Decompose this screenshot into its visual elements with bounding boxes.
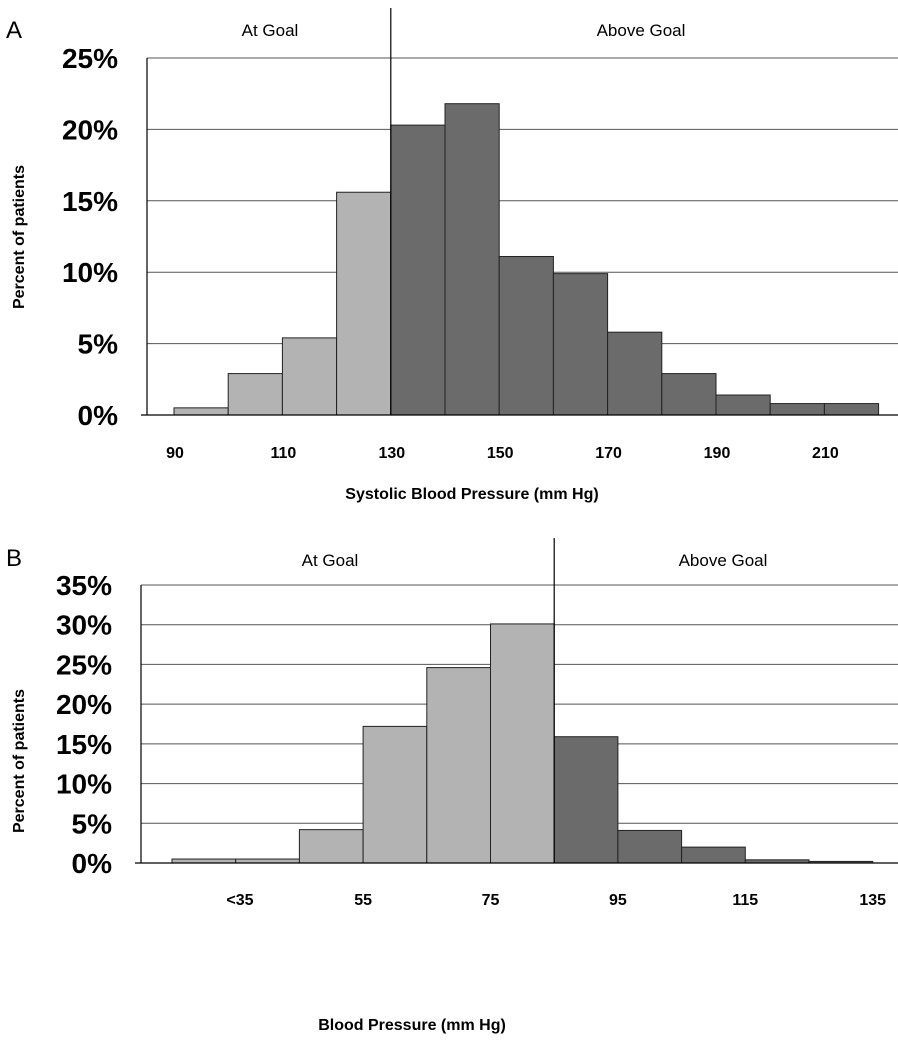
- panel-a-bar: [552, 273, 609, 416]
- panel-a-y-axis-label: Percent of patients: [11, 165, 28, 309]
- panel-b-y-ticks: 0% 5% 10% 15% 20% 25% 30% 35%: [56, 570, 112, 879]
- panel-a-bar: [281, 337, 338, 416]
- panel-a-bar: [444, 103, 500, 416]
- panel-b-y-tick-label: 30%: [56, 610, 112, 641]
- panel-a-at-goal-label: At Goal: [242, 21, 299, 40]
- panel-b-bar: [490, 623, 555, 864]
- panel-a: A At Goal Above Goal Percent of patients…: [6, 8, 898, 503]
- panel-b-bar: [362, 725, 428, 864]
- panel-a-bar: [715, 394, 771, 416]
- panel-a-y-tick-label: 15%: [62, 186, 118, 217]
- panel-a-y-tick-label: 10%: [62, 257, 118, 288]
- panel-a-x-tick-label: 150: [487, 445, 514, 462]
- panel-b-y-tick-label: 0%: [72, 848, 113, 879]
- panel-b-y-tick-label: 35%: [56, 570, 112, 601]
- panel-a-bar: [823, 403, 880, 416]
- panel-b-x-tick-label: <35: [226, 892, 253, 909]
- panel-a-y-tick-label: 20%: [62, 114, 118, 145]
- panel-b-axes: [135, 538, 898, 864]
- panel-a-bar: [336, 191, 392, 416]
- panel-a-bar: [498, 255, 554, 416]
- panel-a-bar: [227, 373, 283, 416]
- panel-a-x-tick-label: 130: [378, 445, 405, 462]
- panel-a-gridlines: [147, 57, 898, 345]
- panel-b-bar: [681, 846, 746, 864]
- panel-b-x-axis-label: Blood Pressure (mm Hg): [318, 1017, 506, 1034]
- panel-a-letter: A: [6, 17, 22, 44]
- panel-a-axes: [141, 8, 898, 416]
- panel-a-bar: [390, 124, 446, 416]
- panel-b-x-tick-label: 115: [732, 892, 758, 909]
- panel-b-x-tick-label: 55: [354, 892, 372, 909]
- panel-b-x-ticks: <35 55 75 95 115 135: [226, 892, 886, 909]
- panel-a-x-tick-label: 90: [166, 445, 184, 462]
- panel-b-y-tick-label: 10%: [56, 769, 112, 800]
- panel-a-y-tick-label: 25%: [62, 43, 118, 74]
- panel-b-bars: [171, 623, 874, 864]
- panel-b-y-tick-label: 15%: [56, 729, 112, 760]
- panel-b-bar: [298, 829, 364, 864]
- panel-b-x-tick-label: 75: [482, 892, 500, 909]
- panel-b-above-goal-label: Above Goal: [679, 551, 768, 570]
- panel-b-letter: B: [6, 545, 22, 572]
- panel-a-bars: [173, 103, 880, 416]
- panel-b-bar: [553, 736, 619, 864]
- panel-b-x-tick-label: 95: [609, 892, 627, 909]
- panel-a-above-goal-label: Above Goal: [597, 21, 686, 40]
- panel-b-y-tick-label: 5%: [72, 808, 113, 839]
- panel-a-x-ticks: 90 110 130 150 170 190 210: [166, 445, 839, 462]
- panel-a-bar: [769, 403, 825, 416]
- panel-a-bar: [661, 373, 717, 416]
- panel-a-x-tick-label: 110: [270, 445, 296, 462]
- panel-a-bar: [607, 331, 663, 416]
- panel-b-y-tick-label: 20%: [56, 689, 112, 720]
- panel-a-bar: [173, 407, 229, 416]
- panel-b-y-tick-label: 25%: [56, 649, 112, 680]
- panel-b-at-goal-label: At Goal: [302, 551, 359, 570]
- panel-b-x-tick-label: 135: [859, 892, 886, 909]
- panel-a-x-tick-label: 190: [704, 445, 731, 462]
- panel-a-y-tick-label: 0%: [78, 400, 119, 431]
- panel-b-bar: [617, 829, 683, 864]
- panel-a-x-axis-label: Systolic Blood Pressure (mm Hg): [345, 486, 598, 503]
- panel-a-y-ticks: 0% 5% 10% 15% 20% 25%: [62, 43, 118, 431]
- panel-a-x-tick-label: 210: [812, 445, 839, 462]
- panel-a-x-tick-label: 170: [595, 445, 622, 462]
- panel-b: B At Goal Above Goal Percent of patients…: [6, 538, 898, 1034]
- panel-a-y-tick-label: 5%: [78, 329, 119, 360]
- panel-b-y-axis-label: Percent of patients: [11, 689, 28, 833]
- panel-b-bar: [426, 667, 491, 864]
